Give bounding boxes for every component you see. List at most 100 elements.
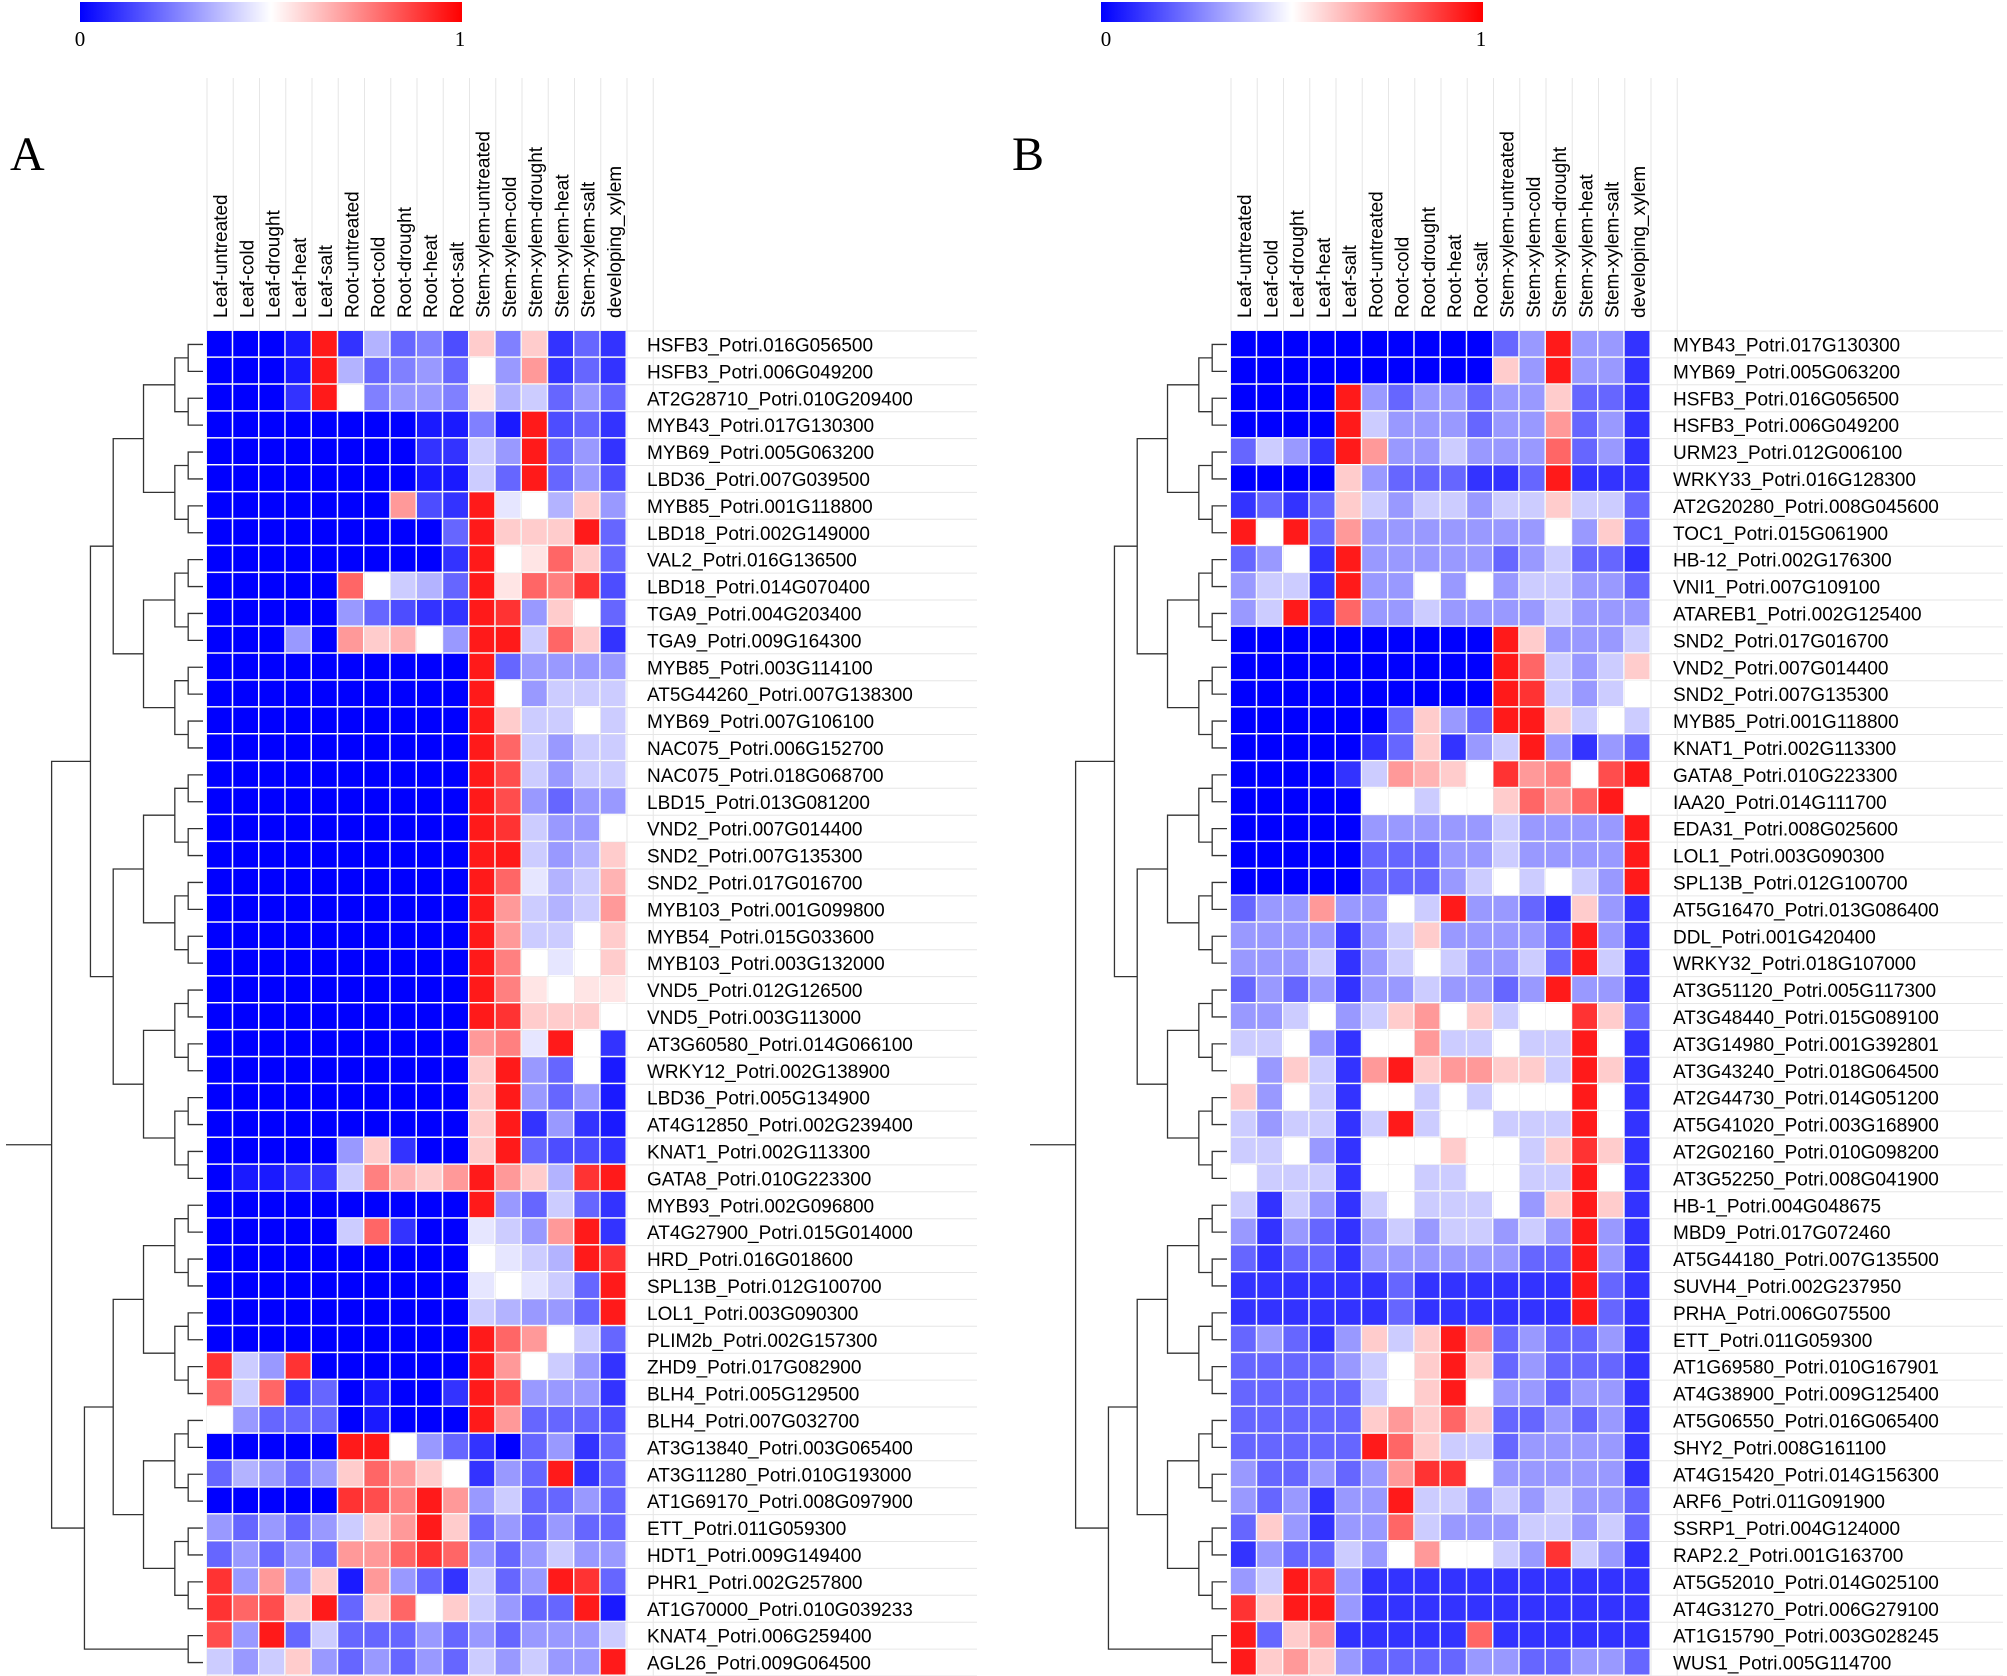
panel-b-heatmap-cell [1572, 1111, 1597, 1137]
panel-b-heatmap-cell [1467, 1326, 1492, 1352]
panel-a-heatmap-cell [338, 1272, 363, 1298]
panel-a-heatmap-cell [285, 1138, 311, 1164]
panel-a-row-label: VND5_Potri.012G126500 [647, 981, 862, 1002]
panel-a-heatmap-cell [285, 653, 311, 680]
panel-b-heatmap-cell [1493, 1433, 1519, 1460]
panel-a-heatmap-cell [495, 1164, 521, 1191]
panel-a-heatmap-cell [207, 626, 232, 653]
panel-b-heatmap-cell [1283, 1299, 1309, 1325]
panel-a-heatmap-cell [469, 1649, 495, 1675]
panel-a-row-label: PHR1_Potri.002G257800 [647, 1573, 862, 1594]
panel-a-heatmap-cell [338, 1164, 363, 1191]
panel-b-heatmap-cell [1493, 653, 1519, 680]
panel-a-heatmap-cell [443, 1433, 468, 1460]
panel-a-heatmap-cell [417, 573, 442, 599]
panel-b-heatmap-cell [1257, 1245, 1282, 1271]
panel-b-heatmap-cell [1572, 600, 1597, 626]
panel-a-heatmap-cell [390, 357, 416, 384]
panel-b-row-label: MBD9_Potri.017G072460 [1673, 1223, 1891, 1244]
panel-a-heatmap-cell [207, 1622, 232, 1648]
panel-a-dendrogram-branch [112, 437, 144, 655]
panel-b-heatmap-cell [1414, 842, 1440, 868]
panel-a-heatmap-cell [600, 1622, 626, 1648]
panel-b-row-label: HSFB3_Potri.006G049200 [1673, 416, 1899, 437]
panel-b-heatmap-cell [1519, 331, 1545, 357]
panel-b-heatmap-cell [1231, 1353, 1256, 1379]
panel-a-heatmap-cell [495, 1460, 521, 1487]
panel-a-row-label: VND2_Potri.007G014400 [647, 820, 862, 841]
panel-b-heatmap-cell [1572, 1353, 1597, 1379]
panel-a-heatmap-cell [338, 1299, 363, 1325]
panel-a-heatmap-cell [259, 1272, 285, 1298]
panel-a-heatmap-cell [338, 949, 363, 976]
panel-a-heatmap-cell [338, 492, 363, 518]
panel-a-heatmap-cell [364, 1111, 390, 1137]
panel-a-heatmap-cell [259, 1595, 285, 1621]
panel-b-heatmap-cell [1309, 411, 1335, 438]
panel-b-heatmap-cell [1572, 815, 1597, 841]
panel-a-heatmap-cell [417, 1191, 442, 1218]
panel-a-heatmap-cell [495, 734, 521, 760]
panel-b-heatmap-cell [1467, 465, 1492, 491]
panel-a-heatmap-cell [259, 438, 285, 464]
panel-a-dendrogram-branch [187, 881, 203, 910]
panel-a-heatmap-cell [207, 976, 232, 1002]
panel-a-heatmap-cell [417, 1138, 442, 1164]
panel-b-heatmap-cell [1467, 438, 1492, 464]
panel-a-heatmap-cell [495, 1084, 521, 1110]
panel-a-heatmap-cell [312, 1057, 337, 1083]
panel-a-heatmap-cell [364, 1003, 390, 1029]
panel-b-heatmap-cell [1572, 842, 1597, 868]
panel-b-heatmap-cell [1231, 1568, 1256, 1594]
panel-b-heatmap-cell [1467, 1622, 1492, 1648]
panel-b-heatmap-cell [1624, 1541, 1650, 1567]
panel-a-row-label: MYB54_Potri.015G033600 [647, 927, 874, 948]
panel-b-heatmap-cell [1283, 1003, 1309, 1029]
panel-b-heatmap-cell [1546, 384, 1571, 411]
panel-b-heatmap-cell [1388, 600, 1414, 626]
panel-b-heatmap-cell [1519, 1407, 1545, 1433]
panel-b-heatmap-cell [1362, 438, 1387, 464]
panel-a-heatmap-cell [469, 1030, 495, 1056]
panel-a-heatmap-cell [417, 546, 442, 572]
panel-a-heatmap-cell [312, 1595, 337, 1621]
panel-b-heatmap-cell [1362, 1460, 1387, 1487]
panel-a-dendrogram-branch [174, 464, 189, 520]
panel-b-heatmap-cell [1309, 1460, 1335, 1487]
panel-a-heatmap-cell [390, 1138, 416, 1164]
panel-a-heatmap-cell [338, 1568, 363, 1594]
panel-b-heatmap-cell [1546, 653, 1571, 680]
panel-a-heatmap-cell [600, 1030, 626, 1056]
panel-b-heatmap-cell [1414, 465, 1440, 491]
panel-b-heatmap-cell [1257, 357, 1282, 384]
panel-a-heatmap-cell [312, 788, 337, 814]
panel-a-heatmap-cell [495, 1622, 521, 1648]
panel-a-heatmap-cell [285, 895, 311, 922]
panel-a-heatmap-cell [233, 1568, 258, 1594]
panel-a-heatmap-cell [207, 1649, 232, 1675]
panel-a-heatmap-cell [207, 1353, 232, 1379]
panel-b-dendrogram-branch [1198, 1110, 1213, 1166]
panel-a-dendrogram-branch [187, 1204, 203, 1233]
panel-b-heatmap-cell [1257, 1164, 1282, 1191]
panel-a-heatmap-cell [390, 438, 416, 464]
panel-b-heatmap-cell [1257, 331, 1282, 357]
panel-b-heatmap-cell [1467, 1649, 1492, 1675]
panel-a-heatmap-cell [600, 1649, 626, 1675]
panel-b-heatmap-cell [1572, 788, 1597, 814]
panel-b-heatmap-cell [1283, 1245, 1309, 1271]
panel-b-heatmap-cell [1624, 465, 1650, 491]
panel-a-heatmap-cell [390, 384, 416, 411]
panel-b-heatmap-cell [1572, 1380, 1597, 1406]
panel-b-heatmap-cell [1493, 1245, 1519, 1271]
panel-b-heatmap-cell [1414, 1111, 1440, 1137]
panel-a-heatmap-cell [417, 1326, 442, 1352]
panel-b-dendrogram-branch [1166, 1029, 1199, 1139]
panel-b-heatmap-cell [1283, 949, 1309, 976]
panel-b-heatmap-cell [1572, 1191, 1597, 1218]
panel-a-heatmap-cell [259, 1003, 285, 1029]
panel-a-heatmap-cell [522, 1433, 547, 1460]
panel-a-colorbar-max-label: 1 [455, 27, 466, 51]
panel-b-heatmap-cell [1414, 1622, 1440, 1648]
panel-a-dendrogram [6, 343, 203, 1664]
